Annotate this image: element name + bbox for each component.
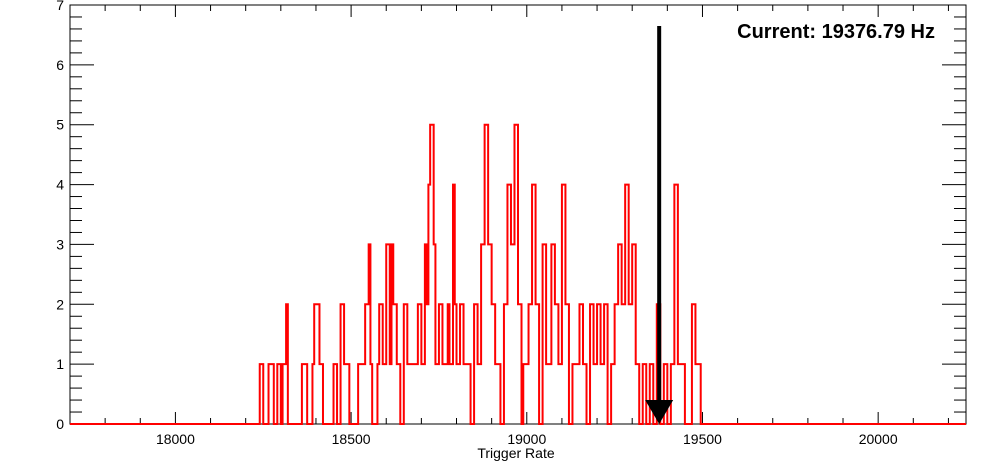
- y-tick-label: 0: [56, 416, 64, 432]
- x-tick-label: 20000: [859, 431, 898, 447]
- x-tick-label: 19000: [507, 431, 546, 447]
- axis-ticks: [69, 4, 966, 425]
- x-axis-title: Trigger Rate: [477, 445, 555, 461]
- y-tick-labels: 0 1 2 3 4 5 6 7: [56, 0, 64, 432]
- x-tick-label: 18000: [156, 431, 195, 447]
- x-tick-label: 18500: [332, 431, 371, 447]
- x-tick-label: 19500: [683, 431, 722, 447]
- y-tick-label: 5: [56, 117, 64, 133]
- current-rate-arrowhead: [645, 400, 674, 424]
- y-tick-label: 6: [56, 57, 64, 73]
- y-tick-label: 4: [56, 177, 64, 193]
- x-tick-labels: 18000 18500 19000 19500 20000: [156, 431, 898, 447]
- plot-frame: [69, 4, 967, 425]
- y-tick-label: 1: [56, 356, 64, 372]
- y-tick-label: 7: [56, 0, 64, 13]
- y-tick-label: 2: [56, 296, 64, 312]
- y-tick-label: 3: [56, 236, 64, 252]
- trigger-rate-series-line: [70, 123, 966, 425]
- current-rate-annotation: Current: 19376.79 Hz: [737, 21, 935, 43]
